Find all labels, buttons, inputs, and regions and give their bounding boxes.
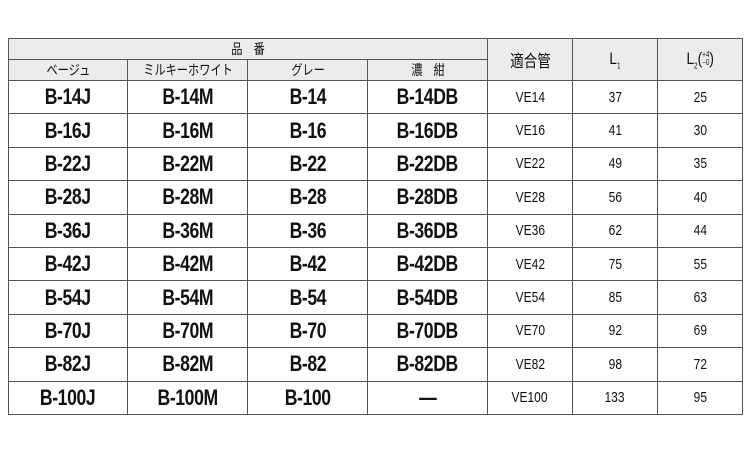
header-gray: グレー: [247, 59, 368, 81]
header-l2: L2(+4 −0): [657, 38, 743, 81]
milky-white-code: B-82M: [127, 347, 248, 382]
l1-value: 37: [572, 79, 658, 115]
beige-code: B-28J: [8, 180, 128, 215]
product-table: 品 番 適合管 L1 L2(+4 −0) ベージュ ミルキーホワイト グレー 濃 …: [8, 38, 743, 415]
pipe-size: VE54: [487, 280, 573, 315]
navy-code: B-70DB: [367, 313, 488, 349]
l2-value: 44: [657, 213, 743, 248]
header-milky-white: ミルキーホワイト: [127, 59, 248, 81]
beige-code: B-22J: [8, 146, 128, 182]
milky-white-code: B-54M: [127, 280, 248, 315]
table-row: B-36J B-36M B-36 B-36DB VE36 62 44: [8, 213, 743, 248]
table-row: B-54J B-54M B-54 B-54DB VE54 85 63: [8, 280, 743, 315]
gray-code: B-36: [247, 213, 368, 248]
l2-value: 69: [657, 313, 743, 349]
gray-code: B-22: [247, 146, 368, 182]
l1-value: 98: [572, 347, 658, 382]
l2-value: 35: [657, 146, 743, 182]
beige-code: B-36J: [8, 213, 128, 248]
navy-code: B-36DB: [367, 213, 488, 248]
pipe-size: VE22: [487, 146, 573, 182]
navy-code: B-82DB: [367, 347, 488, 382]
table-row: B-82J B-82M B-82 B-82DB VE82 98 72: [8, 347, 743, 382]
header-beige: ベージュ: [8, 59, 128, 81]
gray-code: B-28: [247, 180, 368, 215]
header-pipe: 適合管: [487, 38, 573, 81]
gray-code: B-100: [247, 380, 368, 415]
l2-value: 55: [657, 246, 743, 282]
navy-code: B-14DB: [367, 79, 488, 115]
beige-code: B-16J: [8, 113, 128, 148]
navy-code: —: [367, 380, 488, 415]
l2-value: 25: [657, 79, 743, 115]
l1-value: 41: [572, 113, 658, 148]
table-row: B-28J B-28M B-28 B-28DB VE28 56 40: [8, 180, 743, 215]
gray-code: B-54: [247, 280, 368, 315]
navy-code: B-42DB: [367, 246, 488, 282]
pipe-size: VE100: [487, 380, 573, 415]
l1-value: 85: [572, 280, 658, 315]
navy-code: B-54DB: [367, 280, 488, 315]
table-row: B-14J B-14M B-14 B-14DB VE14 37 25: [8, 79, 743, 115]
milky-white-code: B-22M: [127, 146, 248, 182]
beige-code: B-54J: [8, 280, 128, 315]
pipe-size: VE42: [487, 246, 573, 282]
pipe-size: VE82: [487, 347, 573, 382]
milky-white-code: B-42M: [127, 246, 248, 282]
l1-value: 56: [572, 180, 658, 215]
milky-white-code: B-28M: [127, 180, 248, 215]
table-row: B-100J B-100M B-100— VE100 133 95: [8, 380, 743, 415]
gray-code: B-42: [247, 246, 368, 282]
l1-value: 75: [572, 246, 658, 282]
gray-code: B-14: [247, 79, 368, 115]
pipe-size: VE28: [487, 180, 573, 215]
l1-value: 133: [572, 380, 658, 415]
navy-code: B-22DB: [367, 146, 488, 182]
beige-code: B-82J: [8, 347, 128, 382]
beige-code: B-70J: [8, 313, 128, 349]
pipe-size: VE70: [487, 313, 573, 349]
table-row: B-16J B-16M B-16 B-16DB VE16 41 30: [8, 113, 743, 148]
milky-white-code: B-36M: [127, 213, 248, 248]
table-row: B-22J B-22M B-22 B-22DB VE22 49 35: [8, 146, 743, 182]
milky-white-code: B-16M: [127, 113, 248, 148]
pipe-size: VE16: [487, 113, 573, 148]
table-row: B-70J B-70M B-70 B-70DB VE70 92 69: [8, 313, 743, 349]
l1-value: 62: [572, 213, 658, 248]
beige-code: B-14J: [8, 79, 128, 115]
milky-white-code: B-14M: [127, 79, 248, 115]
l2-value: 72: [657, 347, 743, 382]
milky-white-code: B-70M: [127, 313, 248, 349]
l2-value: 40: [657, 180, 743, 215]
table-row: B-42J B-42M B-42 B-42DB VE42 75 55: [8, 246, 743, 282]
navy-code: B-28DB: [367, 180, 488, 215]
gray-code: B-82: [247, 347, 368, 382]
header-product-number: 品 番: [8, 38, 488, 60]
milky-white-code: B-100M: [127, 380, 248, 415]
beige-code: B-42J: [8, 246, 128, 282]
l1-value: 49: [572, 146, 658, 182]
l1-value: 92: [572, 313, 658, 349]
pipe-size: VE36: [487, 213, 573, 248]
beige-code: B-100J: [8, 380, 128, 415]
l2-value: 95: [657, 380, 743, 415]
header-l1: L1: [572, 38, 658, 81]
pipe-size: VE14: [487, 79, 573, 115]
gray-code: B-70: [247, 313, 368, 349]
l2-value: 63: [657, 280, 743, 315]
header-navy: 濃 紺: [367, 59, 488, 81]
gray-code: B-16: [247, 113, 368, 148]
l2-value: 30: [657, 113, 743, 148]
navy-code: B-16DB: [367, 113, 488, 148]
